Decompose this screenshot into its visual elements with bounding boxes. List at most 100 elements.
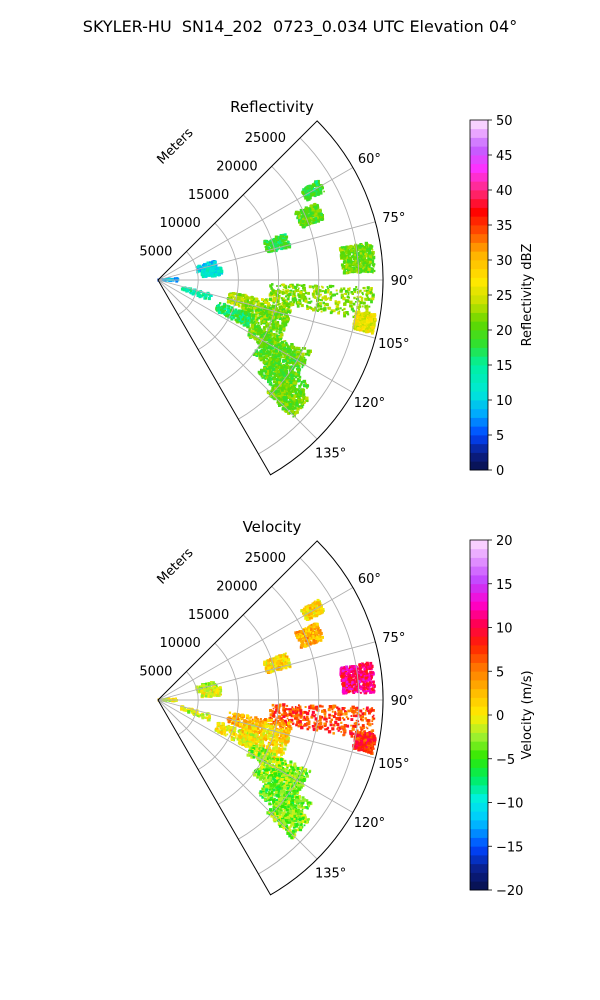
echo-gate [351, 263, 355, 267]
echo-gate [367, 244, 370, 247]
echo-gate [306, 209, 310, 214]
echo-gate [230, 300, 233, 303]
echo-gate [270, 662, 273, 666]
echo-gate [364, 258, 367, 261]
echo-gate [368, 289, 372, 293]
echo-gate [246, 322, 250, 326]
echo-gate [228, 307, 231, 310]
echo-gate [217, 309, 220, 312]
echo-gate [285, 291, 289, 295]
echo-gate [314, 206, 318, 210]
echo-gate [269, 371, 271, 373]
echo-gate [296, 409, 299, 412]
echo-gate [322, 301, 325, 305]
echo-gate [250, 331, 254, 335]
echo-gate [345, 263, 349, 267]
echo-gate [253, 324, 256, 327]
echo-gate [268, 293, 272, 297]
echo-gate [269, 359, 274, 363]
echo-gate [317, 209, 321, 213]
echo-gate [291, 375, 294, 378]
echo-gate [207, 297, 211, 301]
echo-gate [268, 376, 272, 381]
echo-gate [251, 323, 254, 327]
echo-gate [238, 314, 241, 317]
echo-gate [300, 211, 303, 214]
echo-gate [248, 327, 252, 330]
echo-gate [264, 329, 266, 332]
echo-gate [287, 386, 290, 389]
echo-gate [317, 206, 320, 208]
echo-gate [295, 388, 299, 391]
echo-gate [317, 308, 321, 311]
echo-gate [324, 302, 328, 306]
echo-gate [320, 310, 323, 313]
echo-gate [362, 301, 366, 305]
echo-gate [367, 319, 370, 322]
echo-gate [311, 219, 313, 222]
echo-gate [274, 372, 277, 375]
echo-gate [317, 179, 320, 183]
echo-gate [265, 324, 267, 327]
echo-gate [288, 407, 291, 410]
echo-gate [303, 393, 306, 396]
echo-gate [269, 321, 272, 324]
echo-gate [214, 268, 217, 271]
echo-gate [265, 367, 269, 371]
echo-gate [292, 415, 295, 418]
echo-gate [247, 325, 250, 329]
echo-gate [261, 304, 265, 308]
echo-gate [307, 196, 311, 200]
echo-gate [304, 290, 307, 293]
echo-gate [368, 264, 371, 266]
colorbar-segment [470, 198, 488, 208]
echo-gate [269, 329, 273, 333]
echo-gate [272, 333, 276, 336]
azimuth-tick-label: 60° [358, 152, 381, 167]
echo-gate [285, 341, 288, 344]
echo-gate [289, 289, 291, 292]
echo-gate [282, 407, 285, 410]
echo-gate [240, 309, 244, 313]
echo-gate [365, 252, 369, 256]
echo-gate [226, 304, 229, 307]
echo-gate [250, 295, 253, 298]
echo-gate [279, 336, 282, 339]
echo-gate [270, 371, 273, 373]
echo-gate [357, 244, 361, 247]
echo-gate [273, 374, 277, 378]
echo-gate [276, 285, 278, 287]
echo-gate [312, 606, 316, 609]
echo-gate [310, 191, 314, 195]
echo-gate [306, 186, 309, 189]
echo-gate [291, 385, 293, 388]
echo-gate [267, 378, 270, 381]
echo-gate [301, 220, 305, 223]
echo-gate [317, 288, 320, 291]
echo-gate [230, 296, 233, 299]
echo-gate [352, 253, 356, 257]
echo-gate [277, 297, 280, 300]
echo-gate [204, 294, 207, 297]
echo-gate [309, 184, 312, 188]
echo-gate [296, 304, 300, 308]
echo-gate [277, 370, 280, 374]
echo-gate [342, 251, 346, 255]
echo-gate [282, 316, 286, 320]
echo-gate [255, 307, 258, 309]
echo-gate [242, 313, 246, 317]
echo-gate [230, 309, 234, 313]
echo-gate [371, 294, 375, 299]
echo-gate [218, 271, 221, 274]
echo-gate [266, 316, 270, 319]
echo-gate [288, 385, 293, 389]
echo-gate [308, 188, 312, 192]
echo-gate [340, 254, 345, 258]
echo-gate [339, 248, 342, 252]
echo-gate [313, 204, 316, 207]
echo-gate [359, 301, 363, 305]
echo-gate [193, 289, 197, 293]
echo-gate [304, 297, 308, 301]
echo-gate [326, 303, 329, 306]
echo-gate [233, 316, 235, 318]
